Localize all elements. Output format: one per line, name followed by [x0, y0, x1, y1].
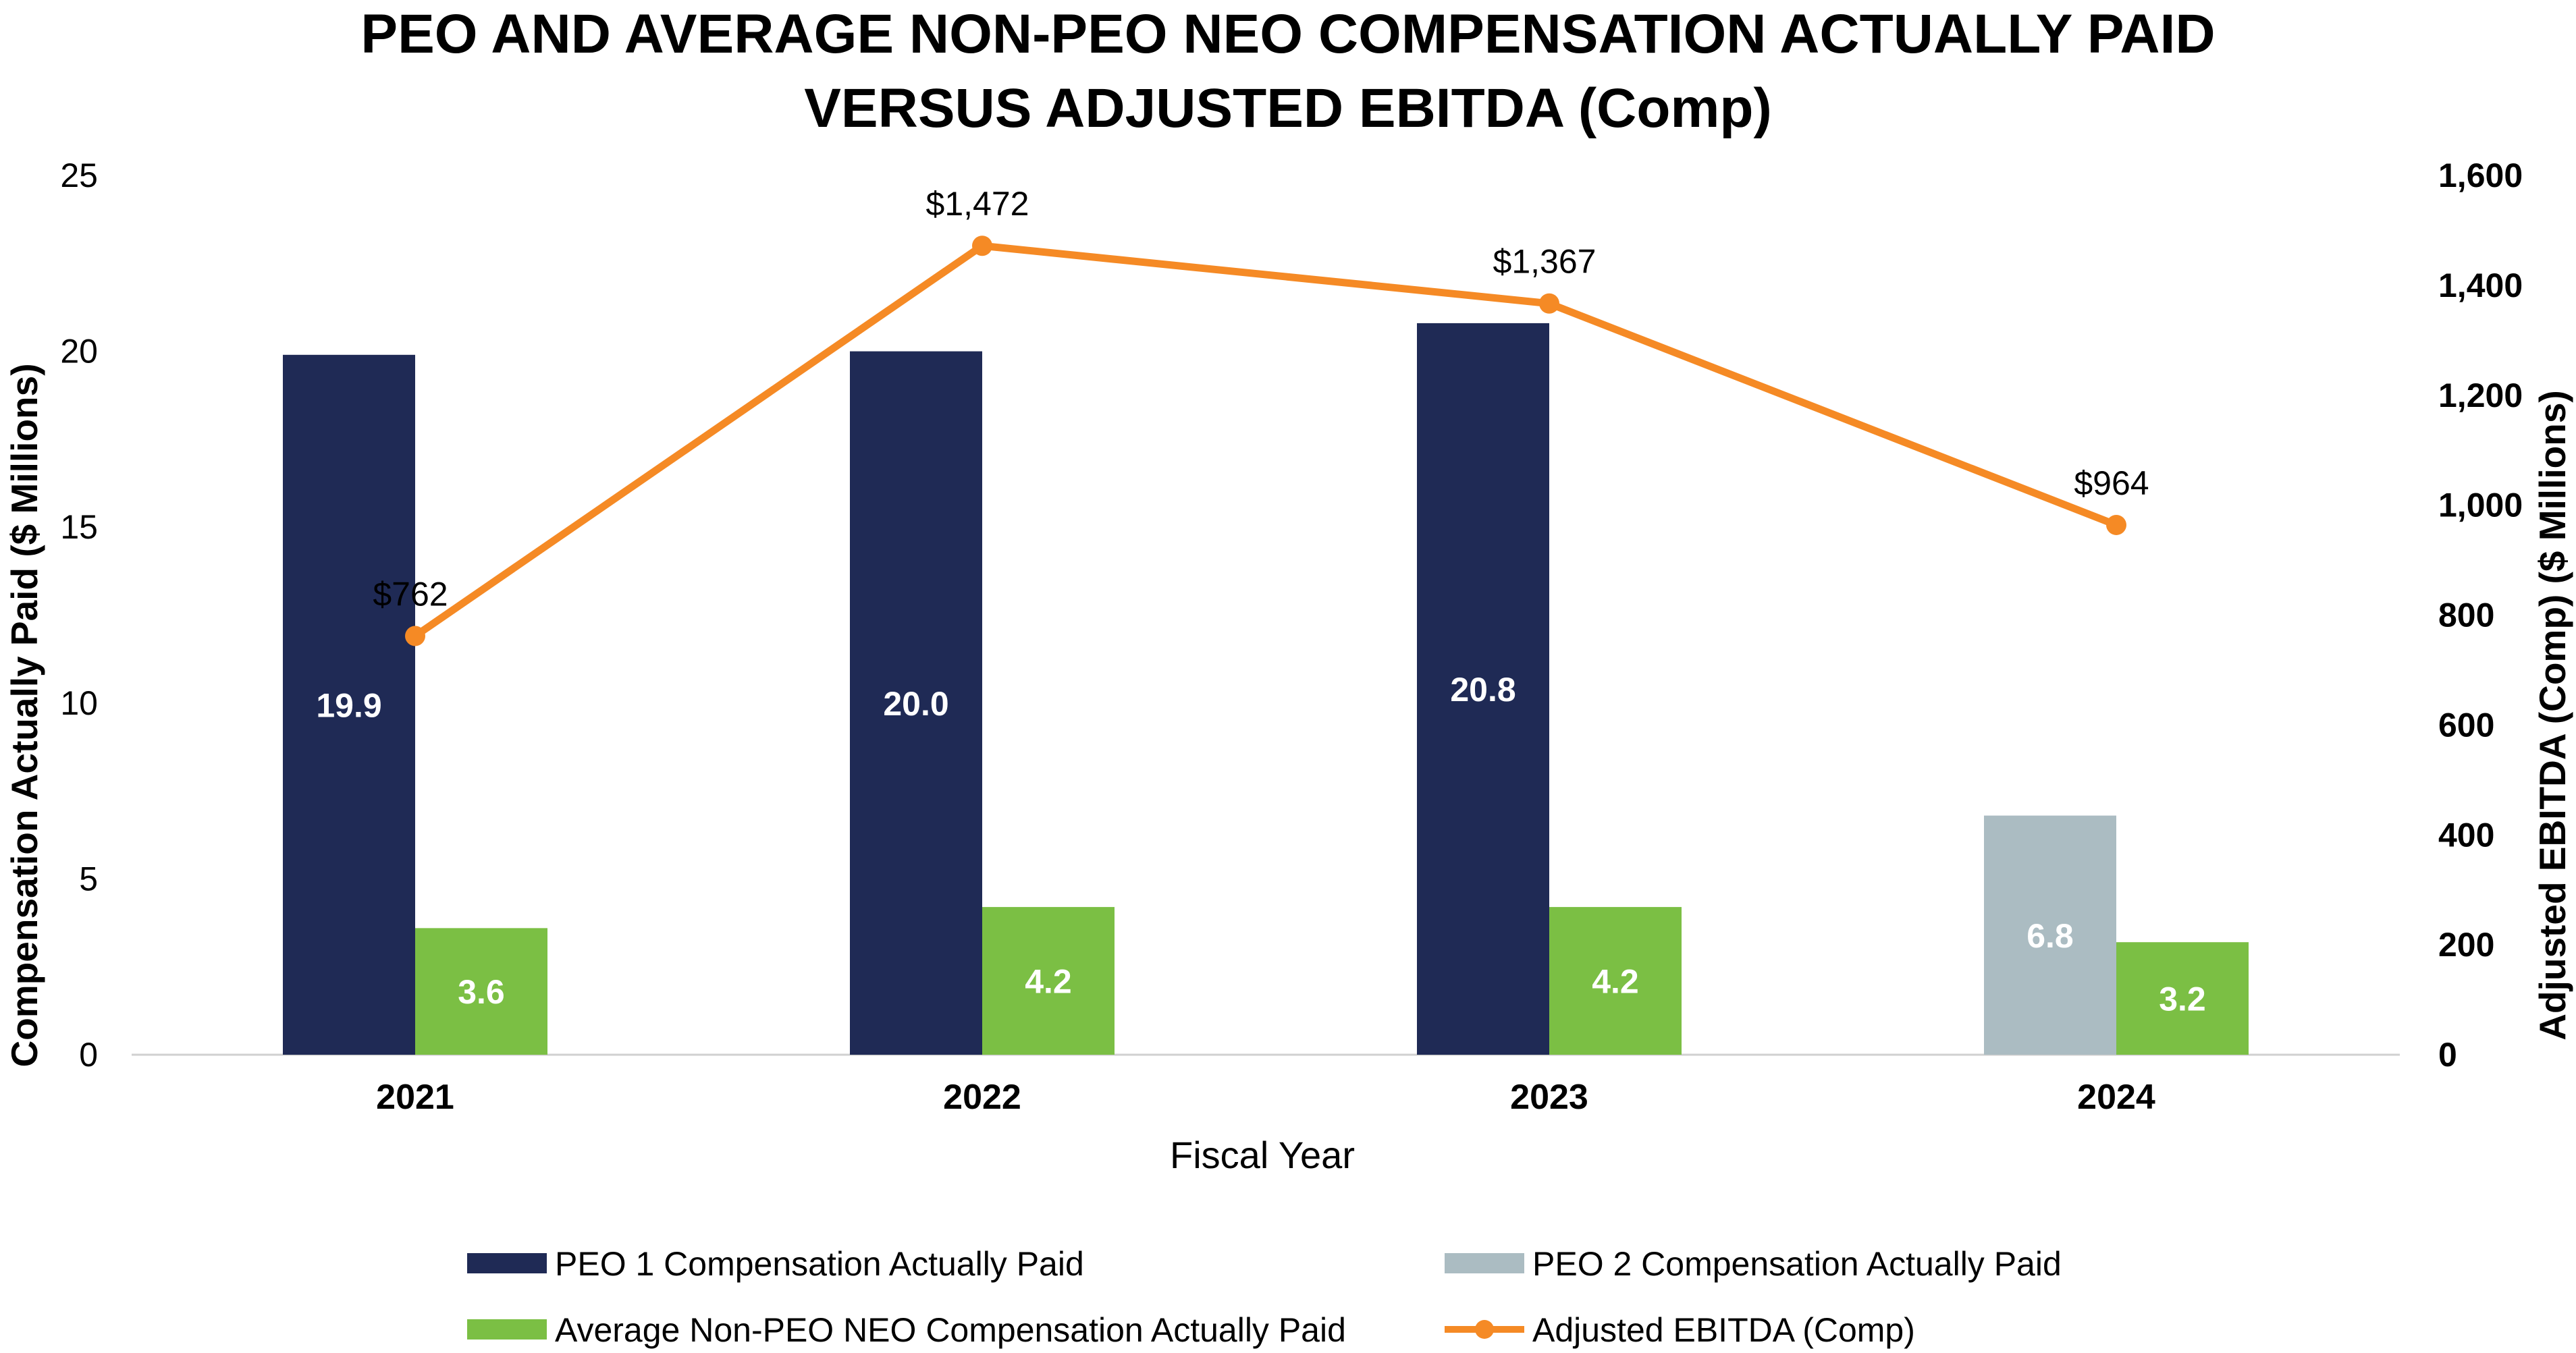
- y2-tick-label: 0: [2438, 1036, 2457, 1074]
- legend-label-peo2: PEO 2 Compensation Actually Paid: [1532, 1245, 2062, 1283]
- legend-label-peo1: PEO 1 Compensation Actually Paid: [555, 1245, 1084, 1283]
- x-tick-label: 2023: [1510, 1078, 1588, 1117]
- bar-non-peo-label: 4.2: [1592, 963, 1639, 1001]
- y-tick-label: 25: [60, 157, 98, 194]
- legend-swatch-non-peo: [467, 1319, 547, 1340]
- legend-label-ebitda: Adjusted EBITDA (Comp): [1532, 1311, 1915, 1349]
- legend-marker-ebitda: [1475, 1320, 1494, 1339]
- point-ebitda-label: $1,367: [1493, 243, 1596, 281]
- legend-label-non-peo: Average Non-PEO NEO Compensation Actuall…: [555, 1311, 1346, 1349]
- y-tick-label: 0: [79, 1036, 98, 1074]
- bar-non-peo-label: 3.6: [458, 973, 505, 1011]
- point-ebitda: [2106, 514, 2126, 535]
- y2-tick-label: 400: [2438, 816, 2494, 854]
- y-tick-label: 5: [79, 860, 98, 898]
- y-tick-label: 10: [60, 684, 98, 722]
- legend: PEO 1 Compensation Actually Paid PEO 2 C…: [467, 1245, 2062, 1349]
- y2-tick-label: 1,400: [2438, 267, 2523, 304]
- bar-non-peo: [1549, 907, 1682, 1055]
- point-ebitda: [972, 236, 992, 256]
- y2-tick-label: 600: [2438, 706, 2494, 744]
- y2-tick-label: 1,600: [2438, 157, 2523, 194]
- point-ebitda-label: $1,472: [926, 185, 1029, 223]
- bar-peo1: [1417, 323, 1549, 1055]
- x-axis-title: Fiscal Year: [1170, 1134, 1355, 1176]
- bar-peo1: [283, 354, 415, 1055]
- plot-area: 0 5 10 15 20 25 0 200 400 600 800 1,000 1,200 1,400 1,…: [60, 157, 2523, 1117]
- point-ebitda: [1539, 293, 1559, 314]
- bar-peo1-label: 19.9: [316, 686, 381, 724]
- bar-non-peo-label: 4.2: [1025, 963, 1072, 1001]
- y2-tick-label: 1,200: [2438, 377, 2523, 414]
- point-ebitda: [405, 626, 425, 646]
- chart-title-line-1: PEO AND AVERAGE NON-PEO NEO COMPENSATION…: [360, 3, 2215, 65]
- x-tick-label: 2024: [2077, 1078, 2155, 1117]
- x-tick-label: 2021: [376, 1078, 454, 1117]
- x-tick-label: 2022: [943, 1078, 1021, 1117]
- legend-swatch-peo1: [467, 1253, 547, 1273]
- legend-swatch-peo2: [1445, 1253, 1524, 1273]
- y-tick-label: 15: [60, 508, 98, 546]
- bar-non-peo: [415, 928, 547, 1055]
- bar-non-peo-label: 3.2: [2159, 981, 2206, 1018]
- bar-peo2: [1984, 815, 2116, 1055]
- bar-peo2-label: 6.8: [2027, 917, 2074, 955]
- line-ebitda: [412, 242, 2118, 639]
- bar-peo1-label: 20.0: [883, 685, 948, 723]
- bar-non-peo: [982, 907, 1115, 1055]
- y2-axis-title: Adjusted EBITDA (Comp) ($ Millions): [2531, 390, 2573, 1040]
- bar-non-peo: [2116, 942, 2249, 1055]
- bar-peo1: [850, 351, 982, 1055]
- y2-tick-label: 200: [2438, 926, 2494, 964]
- y-tick-label: 20: [60, 333, 98, 370]
- bar-peo1-label: 20.8: [1450, 671, 1515, 709]
- y2-tick-label: 800: [2438, 597, 2494, 634]
- y-axis-title: Compensation Actually Paid ($ Millions): [3, 363, 45, 1067]
- y2-tick-label: 1,000: [2438, 487, 2523, 524]
- point-ebitda-label: $964: [2074, 464, 2149, 502]
- point-ebitda-label: $762: [373, 575, 448, 613]
- chart-title-line-2: VERSUS ADJUSTED EBITDA (Comp): [804, 78, 1772, 139]
